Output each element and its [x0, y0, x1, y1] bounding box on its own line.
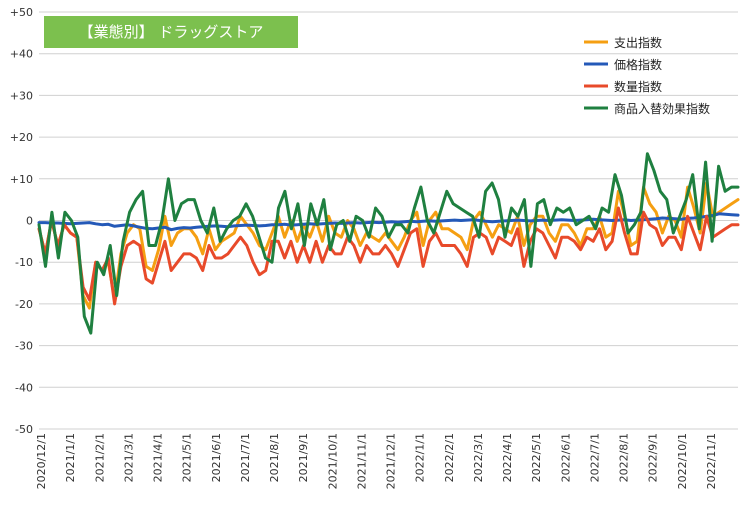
x-tick-label: 2021/5/1 [181, 433, 194, 482]
y-tick-label: -30 [15, 340, 33, 353]
x-tick-label: 2022/4/1 [501, 433, 514, 482]
legend-label: 商品入替効果指数 [614, 101, 710, 116]
x-tick-label: 2022/9/1 [647, 433, 660, 482]
x-tick-label: 2022/11/1 [705, 433, 718, 489]
y-tick-label: +10 [10, 173, 33, 186]
x-tick-label: 2021/12/1 [385, 433, 398, 489]
y-tick-label: +30 [10, 89, 33, 102]
x-tick-label: 2022/7/1 [588, 433, 601, 482]
x-tick-label: 2020/12/1 [35, 433, 48, 489]
x-tick-label: 2021/7/1 [239, 433, 252, 482]
x-tick-label: 2021/6/1 [210, 433, 223, 482]
x-tick-label: 2022/3/1 [472, 433, 485, 482]
x-tick-label: 2021/10/1 [326, 433, 339, 489]
x-tick-label: 2022/2/1 [443, 433, 456, 482]
x-tick-label: 2021/4/1 [152, 433, 165, 482]
x-tick-label: 2022/6/1 [559, 433, 572, 482]
x-tick-label: 2021/11/1 [355, 433, 368, 489]
series-lines [37, 152, 740, 335]
chart-category-badge: 【業態別】 ドラッグストア [44, 16, 298, 48]
legend-label: 数量指数 [614, 79, 662, 94]
y-tick-label: -20 [15, 298, 33, 311]
x-tick-label: 2022/8/1 [618, 433, 631, 482]
legend-label: 支出指数 [614, 35, 662, 50]
y-tick-label: +20 [10, 131, 33, 144]
series-line [37, 206, 740, 306]
x-tick-label: 2022/10/1 [676, 433, 689, 489]
x-tick-label: 2021/8/1 [268, 433, 281, 482]
y-tick-label: -40 [15, 381, 33, 394]
x-tick-label: 2022/1/1 [414, 433, 427, 482]
y-tick-label: 0 [26, 215, 33, 228]
x-tick-label: 2021/3/1 [122, 433, 135, 482]
x-tick-label: 2021/9/1 [297, 433, 310, 482]
y-tick-label: -10 [15, 256, 33, 269]
legend-label: 価格指数 [614, 57, 662, 72]
y-tick-label: +40 [10, 48, 33, 61]
y-tick-label: +50 [10, 6, 33, 19]
x-tick-label: 2021/1/1 [64, 433, 77, 482]
y-axis-tick-labels: +50 +40 +30 +20 +10 0 -10 -20 -30 -40 -50 [10, 6, 33, 436]
x-tick-label: 2021/2/1 [93, 433, 106, 482]
x-tick-label: 2022/5/1 [530, 433, 543, 482]
series-line [37, 152, 740, 335]
y-tick-label: -50 [15, 423, 33, 436]
x-axis-tick-labels: 2020/12/1 2021/1/1 2021/2/1 2021/3/1 2021/4/… [35, 433, 718, 489]
